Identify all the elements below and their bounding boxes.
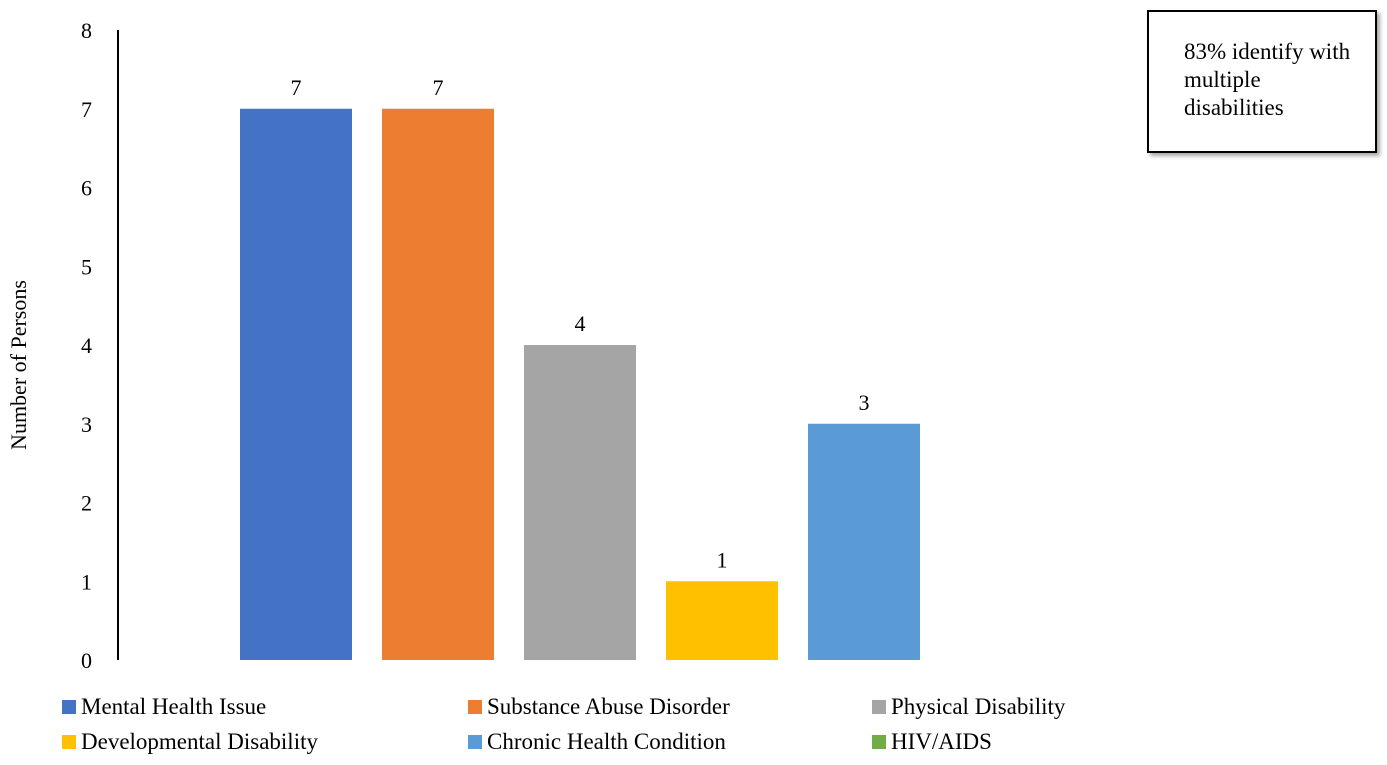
legend-item: Developmental Disability — [62, 729, 318, 755]
bar-physical-disability — [524, 345, 636, 660]
legend-label: Developmental Disability — [81, 729, 318, 754]
legend-swatch — [468, 735, 482, 749]
y-tick-label: 1 — [81, 569, 92, 594]
y-tick-label: 5 — [81, 254, 92, 279]
y-tick-label: 7 — [81, 97, 92, 122]
legend-item: Substance Abuse Disorder — [468, 694, 730, 720]
legend-label: Chronic Health Condition — [487, 729, 726, 754]
data-label: 3 — [859, 390, 870, 415]
legend-swatch — [62, 735, 76, 749]
y-tick-label: 6 — [81, 176, 92, 201]
legend-swatch — [468, 700, 482, 714]
multiple-disabilities-note: 83% identify with multiple disabilities — [1147, 10, 1377, 153]
legend-label: Physical Disability — [891, 694, 1066, 719]
data-label: 4 — [575, 311, 586, 336]
y-tick-label: 2 — [81, 491, 92, 516]
legend-swatch — [872, 735, 886, 749]
bars-group — [240, 108, 920, 660]
y-tick-label: 0 — [81, 648, 92, 673]
bar-chronic-health-condition — [808, 423, 920, 660]
legend-item: Chronic Health Condition — [468, 729, 726, 755]
legend-item: HIV/AIDS — [872, 729, 992, 755]
data-label: 1 — [717, 547, 728, 572]
legend-label: HIV/AIDS — [891, 729, 992, 754]
y-axis-title: Number of Persons — [6, 280, 31, 450]
data-label: 7 — [433, 75, 444, 100]
data-label: 7 — [291, 75, 302, 100]
y-tick-label: 3 — [81, 412, 92, 437]
data-labels-group: 7 7 4 1 3 — [291, 75, 870, 573]
annotation-text: 83% identify with multiple disabilities — [1184, 39, 1351, 120]
bar-developmental-disability — [666, 581, 778, 660]
legend-swatch — [872, 700, 886, 714]
y-tick-labels: 0 1 2 3 4 5 6 7 8 — [81, 18, 92, 673]
bar-substance-abuse-disorder — [382, 108, 494, 660]
legend-item: Physical Disability — [872, 694, 1065, 720]
y-tick-label: 8 — [81, 18, 92, 43]
legend-item: Mental Health Issue — [62, 694, 266, 720]
legend-label: Substance Abuse Disorder — [487, 694, 730, 719]
y-tick-label: 4 — [81, 333, 92, 358]
bar-chart: Number of Persons 0 1 2 3 4 5 6 7 8 7 7 4 1 3 — [6, 18, 920, 673]
bar-mental-health-issue — [240, 108, 352, 660]
legend-swatch — [62, 700, 76, 714]
legend-label: Mental Health Issue — [81, 694, 267, 719]
